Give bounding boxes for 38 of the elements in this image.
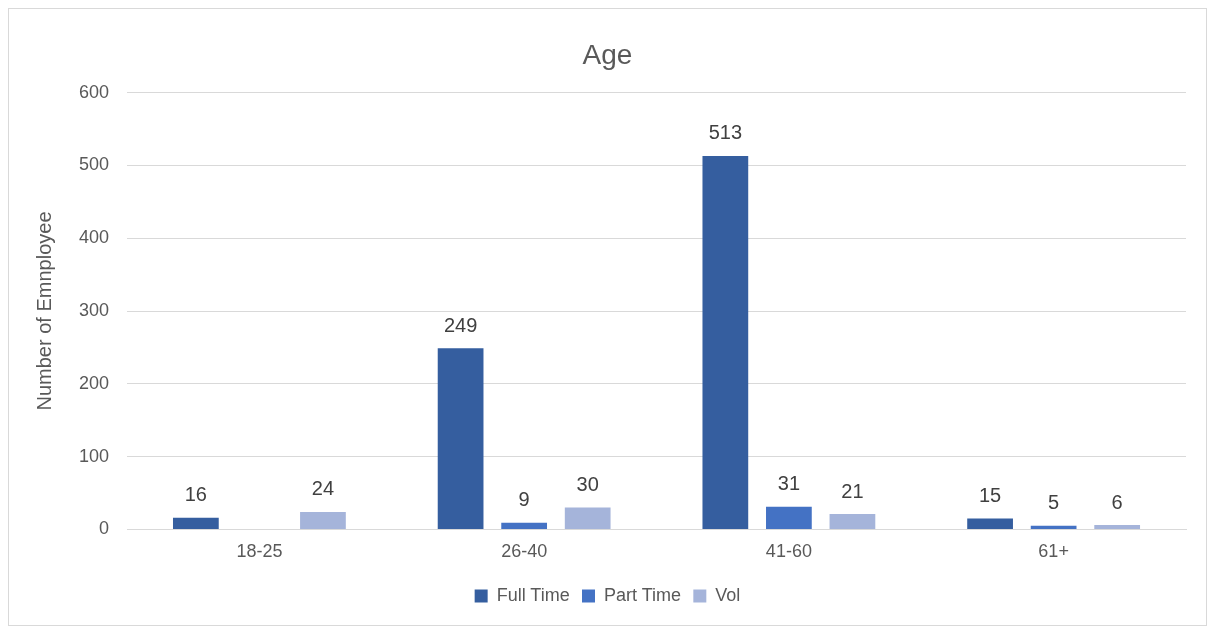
chart-title: Age bbox=[582, 38, 633, 70]
y-tick-label: 0 bbox=[99, 518, 110, 539]
data-label: 5 bbox=[1048, 491, 1060, 514]
y-tick-label: 500 bbox=[78, 154, 110, 175]
bar bbox=[829, 514, 876, 529]
data-label: 31 bbox=[777, 472, 801, 495]
data-label: 30 bbox=[576, 473, 599, 496]
x-tick-label: 41-60 bbox=[765, 541, 812, 562]
x-tick-label: 26-40 bbox=[501, 541, 548, 562]
data-label: 16 bbox=[184, 483, 207, 506]
bar bbox=[1094, 525, 1141, 529]
bar bbox=[501, 522, 548, 529]
data-label: 6 bbox=[1111, 490, 1123, 513]
legend-label: Vol bbox=[715, 584, 741, 605]
bar bbox=[172, 517, 219, 529]
data-label: 24 bbox=[311, 477, 335, 500]
data-label: 513 bbox=[708, 121, 743, 144]
data-label: 21 bbox=[841, 479, 864, 502]
data-label: 9 bbox=[518, 488, 530, 511]
y-tick-label: 600 bbox=[78, 81, 110, 102]
y-tick-label: 100 bbox=[78, 445, 110, 466]
legend-label: Part Time bbox=[603, 584, 682, 605]
bar bbox=[437, 348, 484, 529]
y-axis-title: Number of Emnployee bbox=[32, 211, 55, 411]
x-tick-label: 18-25 bbox=[236, 541, 283, 562]
bar bbox=[766, 506, 812, 529]
bar bbox=[300, 511, 346, 529]
x-tick-label: 61+ bbox=[1038, 541, 1069, 562]
bar bbox=[702, 155, 749, 529]
y-tick-label: 200 bbox=[78, 372, 110, 393]
y-tick-label: 300 bbox=[78, 299, 110, 320]
data-label: 15 bbox=[978, 484, 1002, 506]
bar bbox=[564, 507, 611, 529]
y-tick-label: 400 bbox=[78, 227, 110, 248]
data-label: 249 bbox=[443, 313, 478, 336]
bar bbox=[967, 518, 1013, 529]
legend-label: Full Time bbox=[496, 584, 570, 605]
bar bbox=[1030, 525, 1077, 529]
